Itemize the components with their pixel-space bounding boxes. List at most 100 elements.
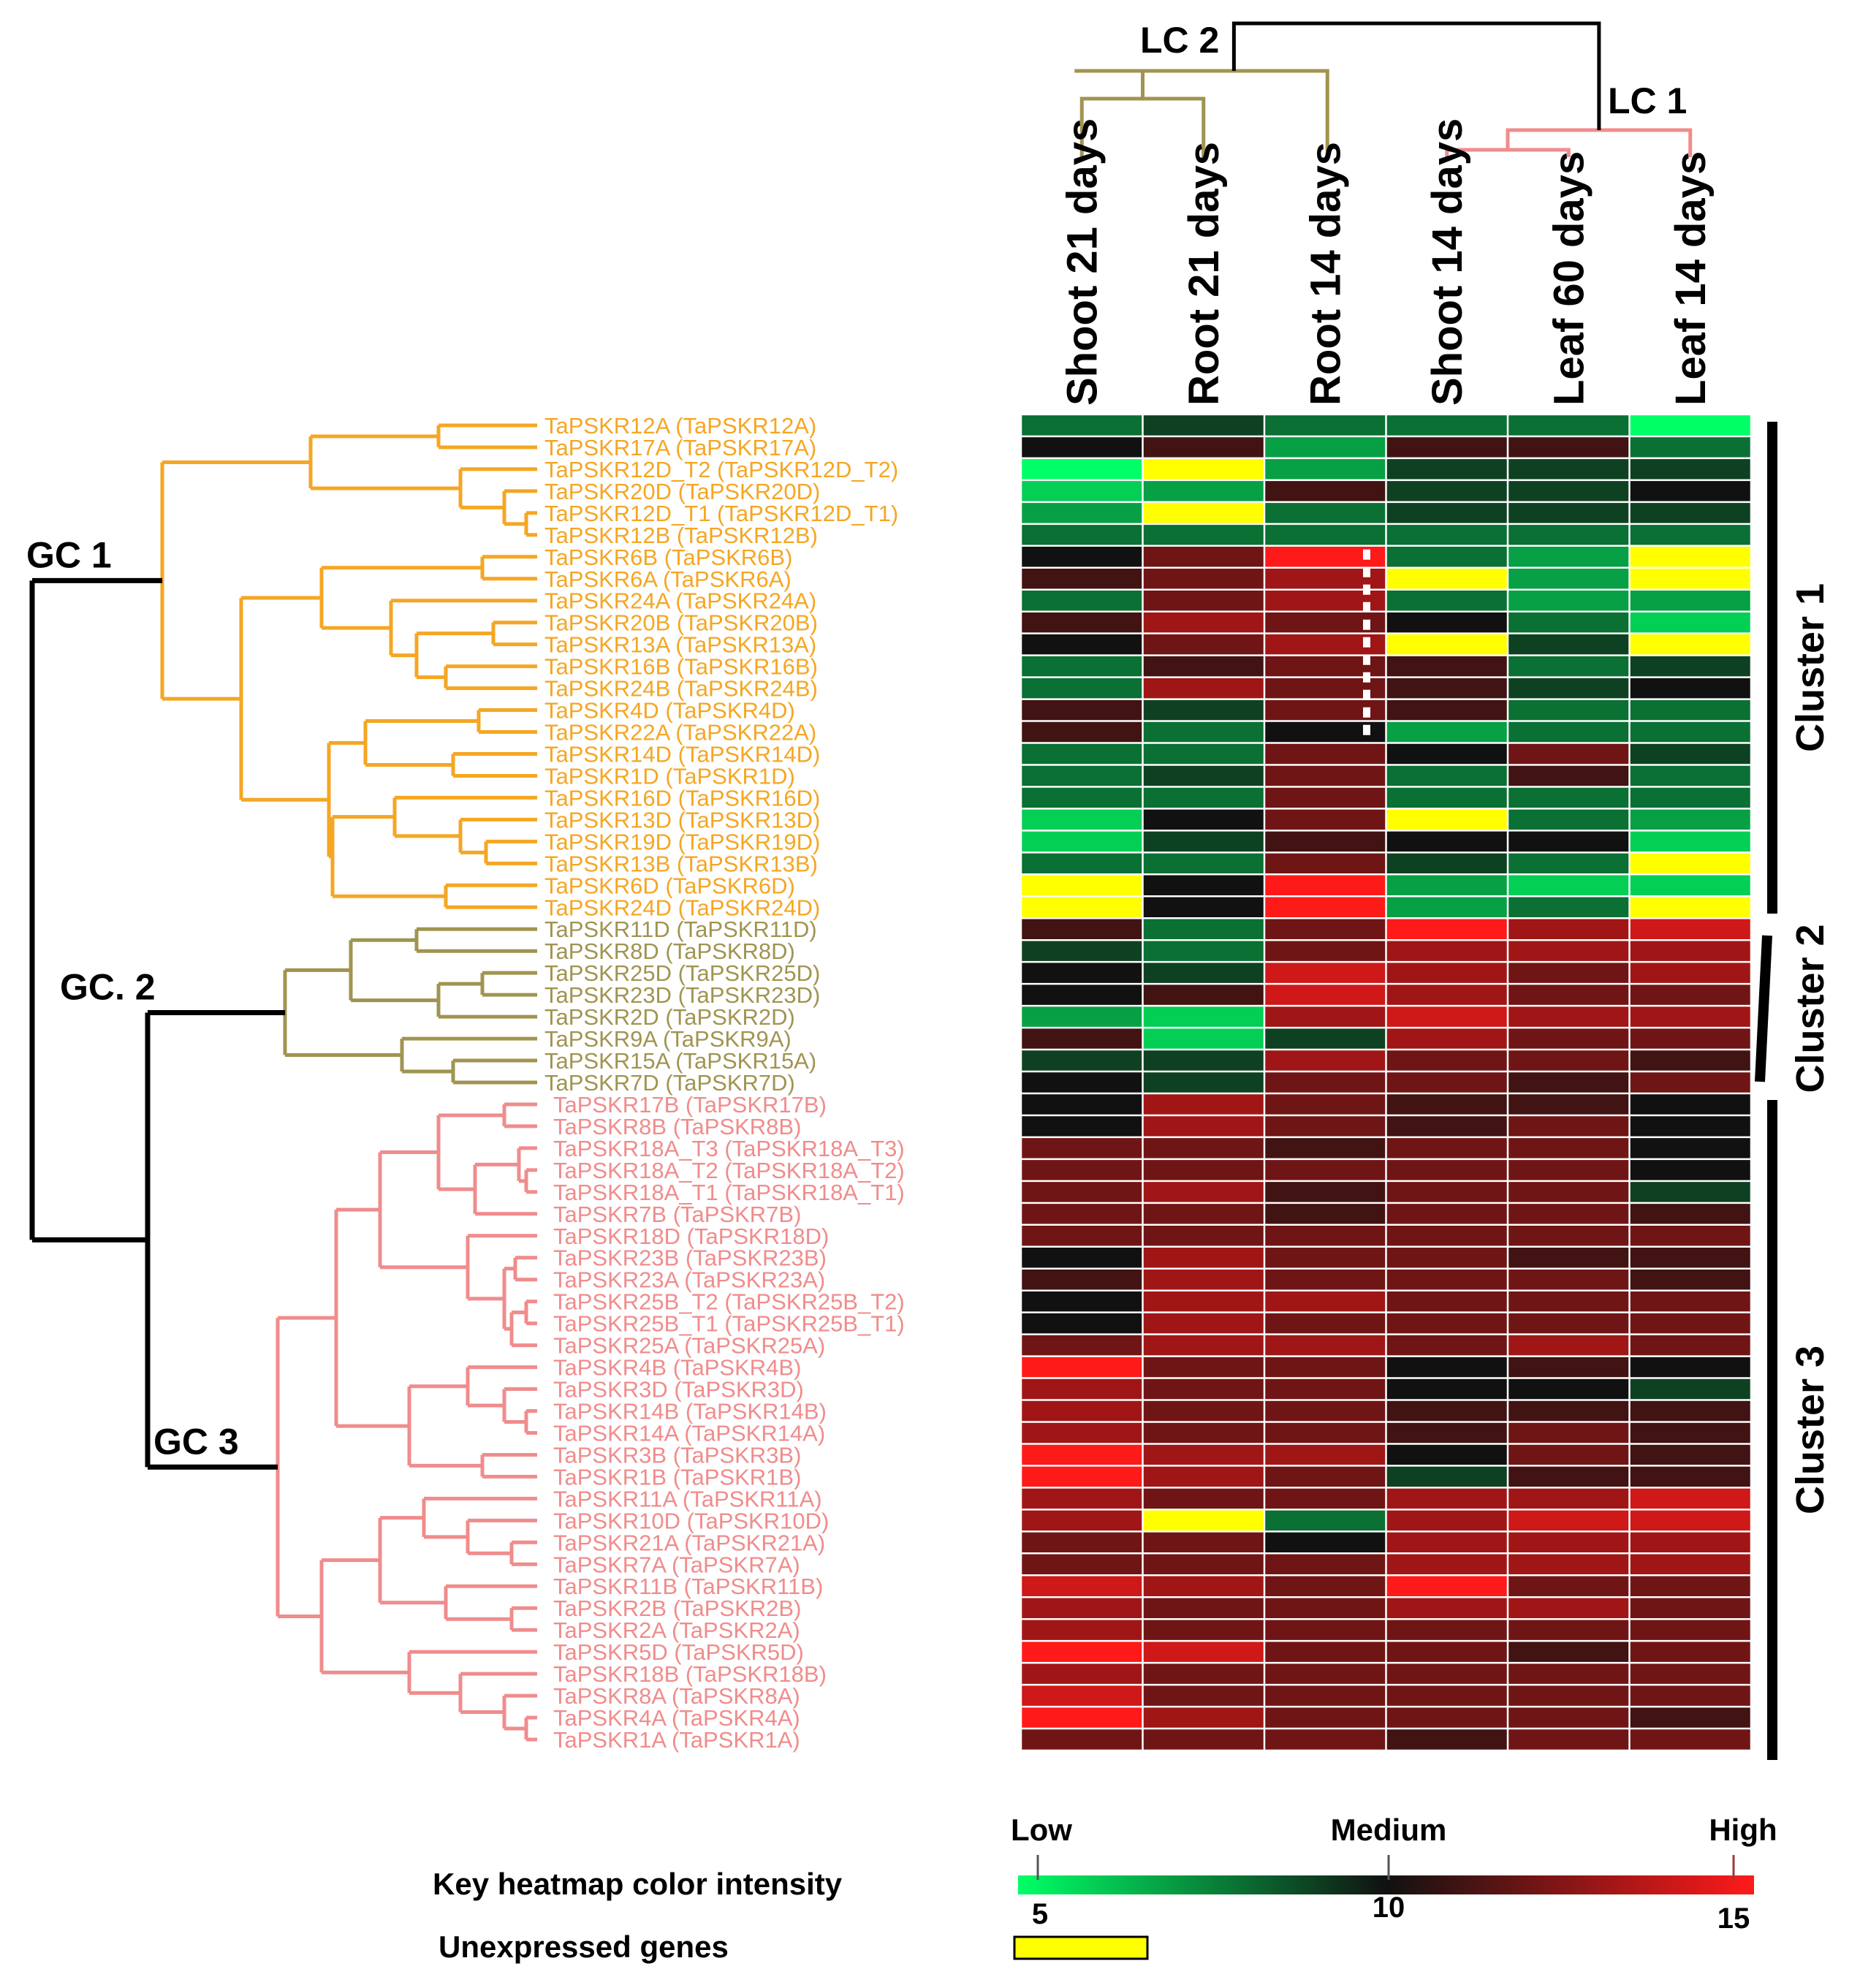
heatmap-cell [1142,1443,1264,1466]
heatmap-cell [1629,1312,1751,1335]
heatmap-cell [1508,1553,1630,1576]
heatmap-cell [1021,1597,1143,1620]
heatmap-cell [1508,940,1630,963]
row-label: TaPSKR12D_T1 (TaPSKR12D_T1) [544,501,898,526]
heatmap-cell [1021,436,1143,458]
heatmap-cell [1021,1619,1143,1642]
lc1-branch [1506,128,1693,157]
heatmap-cell [1021,1487,1143,1510]
heatmap-cell [1629,786,1751,809]
key-level-label: Medium [1331,1813,1447,1847]
heatmap-cell [1508,611,1630,634]
heatmap-cell [1142,896,1264,919]
heatmap-cell [1142,567,1264,590]
heatmap-cell [1508,984,1630,1006]
heatmap-cell [1629,1487,1751,1510]
heatmap-cell [1508,523,1630,546]
heatmap-cell [1264,1597,1386,1620]
heatmap-cell [1629,1093,1751,1115]
heatmap-cell [1508,852,1630,875]
row-label: TaPSKR4A (TaPSKR4A) [553,1705,800,1731]
heatmap-cell [1142,940,1264,963]
heatmap-cell [1021,830,1143,853]
heatmap-cell [1021,1356,1143,1378]
heatmap-cell [1508,1093,1630,1115]
heatmap-cell [1264,1071,1386,1093]
heatmap-cell [1386,1422,1508,1444]
heatmap-cell [1386,633,1508,656]
row-label: TaPSKR4B (TaPSKR4B) [553,1355,801,1381]
row-label: TaPSKR1B (TaPSKR1B) [553,1464,801,1490]
heatmap-cell [1508,1378,1630,1400]
row-label: TaPSKR15A (TaPSKR15A) [544,1048,816,1074]
heatmap-cell [1629,1531,1751,1554]
row-label: TaPSKR14D (TaPSKR14D) [544,742,820,767]
heatmap-cell [1386,677,1508,699]
heatmap-cell [1386,1028,1508,1050]
heatmap-cell [1142,1290,1264,1313]
heatmap-cell [1629,655,1751,678]
heatmap-cell [1142,699,1264,721]
heatmap-cell [1629,1597,1751,1620]
heatmap-cell [1142,1093,1264,1115]
heatmap-cell [1021,1006,1143,1028]
heatmap-cell [1508,1071,1630,1093]
color-key-bar [1018,1875,1754,1894]
heatmap-cell [1142,918,1264,941]
heatmap-cell [1508,1137,1630,1159]
heatmap-cell [1629,1641,1751,1663]
heatmap-cell [1508,743,1630,765]
heatmap-cell [1264,1729,1386,1750]
heatmap-cell [1021,1290,1143,1313]
heatmap-cell [1142,1246,1264,1269]
heatmap-cell [1386,1597,1508,1620]
heatmap-cell [1508,1356,1630,1378]
row-label: TaPSKR2B (TaPSKR2B) [553,1596,801,1621]
heatmap-cell [1264,1575,1386,1598]
heatmap-cell [1508,1422,1630,1444]
row-label: TaPSKR1A (TaPSKR1A) [553,1727,800,1753]
heatmap-cell [1629,1356,1751,1378]
heatmap-cell [1142,1356,1264,1378]
heatmap-cell [1021,1137,1143,1159]
heatmap-cell [1386,1334,1508,1357]
row-label: TaPSKR24B (TaPSKR24B) [544,676,818,702]
heatmap-cell [1508,1443,1630,1466]
heatmap-cell [1142,436,1264,458]
row-label: TaPSKR13B (TaPSKR13B) [544,851,818,876]
heatmap-cell [1629,1268,1751,1291]
heatmap-cell [1629,1006,1751,1028]
heatmap-cell [1264,1487,1386,1510]
heatmap-cell [1264,896,1386,919]
heatmap-cell [1264,1707,1386,1729]
heatmap-cell [1021,918,1143,941]
heatmap-cell [1264,1509,1386,1532]
heatmap-cell [1629,1202,1751,1225]
row-label: TaPSKR14B (TaPSKR14B) [553,1399,827,1424]
heatmap-cell [1264,1312,1386,1335]
heatmap-cell [1021,1115,1143,1137]
heatmap-cell [1021,677,1143,699]
heatmap-cell [1264,1006,1386,1028]
heatmap-cell [1386,1685,1508,1707]
heatmap-cell [1629,1115,1751,1137]
row-label: TaPSKR24A (TaPSKR24A) [544,588,816,614]
heatmap-cell [1508,1290,1630,1313]
heatmap-cell [1142,1553,1264,1576]
heatmap-cell [1386,721,1508,743]
heatmap-cell [1264,1553,1386,1576]
heatmap-cell [1264,436,1386,458]
heatmap-cell [1386,436,1508,458]
heatmap-cell [1142,458,1264,480]
heatmap-cell [1264,743,1386,765]
heatmap-grid [1020,413,1753,1752]
gene-cluster-label: GC 3 [153,1421,239,1462]
heatmap-cell [1142,721,1264,743]
heatmap-cell [1386,808,1508,831]
heatmap-cell [1386,1006,1508,1028]
heatmap-cell [1629,1400,1751,1422]
heatmap-cell [1021,1400,1143,1422]
heatmap-cell [1264,962,1386,984]
heatmap-cell [1386,414,1508,436]
